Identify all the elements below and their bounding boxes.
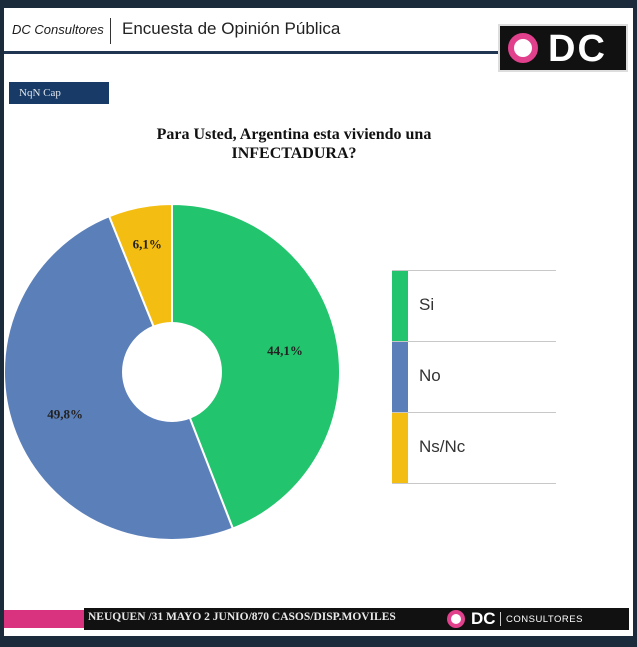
- footer-logo-dc: DC: [471, 609, 496, 628]
- slice-si: [171, 202, 341, 530]
- legend-item-nsnc: Ns/Nc: [392, 412, 556, 484]
- legend-item-si: Si: [392, 270, 556, 341]
- footer-accent: [4, 610, 84, 628]
- slice-label-no: 49,8%: [47, 406, 83, 421]
- slice-label-nsnc: 6,1%: [133, 236, 162, 251]
- legend-label-si: Si: [419, 295, 435, 314]
- donut-chart: 44,1% 49,8% 6,1%: [4, 202, 341, 541]
- header-divider: [110, 18, 111, 44]
- legend: Si No Ns/Nc: [392, 270, 556, 484]
- slice-no: [4, 214, 235, 541]
- legend-item-no: No: [392, 341, 556, 412]
- legend-swatch-si: [392, 271, 408, 341]
- legend-swatch-nsnc: [392, 413, 408, 483]
- survey-title: Encuesta de Opinión Pública: [122, 19, 341, 38]
- footer-logo-divider: [500, 612, 501, 626]
- logo-ring-icon: [508, 33, 538, 63]
- footer: NEUQUEN /31 MAYO 2 JUNIO/870 CASOS/DISP.…: [4, 606, 633, 632]
- header-rule: [4, 51, 502, 54]
- header: DC Consultores Encuesta de Opinión Públi…: [4, 8, 633, 72]
- dc-logo: DC: [498, 24, 628, 72]
- chart-title: Para Usted, Argentina esta viviendo una …: [156, 126, 432, 162]
- footer-logo-ring-icon: [447, 610, 465, 628]
- logo-text: DC: [548, 28, 607, 70]
- footer-logo-consultores: CONSULTORES: [506, 614, 583, 625]
- legend-label-no: No: [419, 366, 441, 385]
- slice-label-si: 44,1%: [267, 343, 303, 358]
- footer-bar: NEUQUEN /31 MAYO 2 JUNIO/870 CASOS/DISP.…: [84, 608, 629, 630]
- slide: DC Consultores Encuesta de Opinión Públi…: [4, 8, 633, 636]
- legend-label-nsnc: Ns/Nc: [419, 437, 466, 456]
- region-badge: NqN Cap: [9, 82, 109, 104]
- footer-caption: NEUQUEN /31 MAYO 2 JUNIO/870 CASOS/DISP.…: [88, 611, 396, 623]
- donut-hole: [122, 322, 222, 422]
- legend-swatch-no: [392, 342, 408, 412]
- brand-name: DC Consultores: [12, 22, 104, 37]
